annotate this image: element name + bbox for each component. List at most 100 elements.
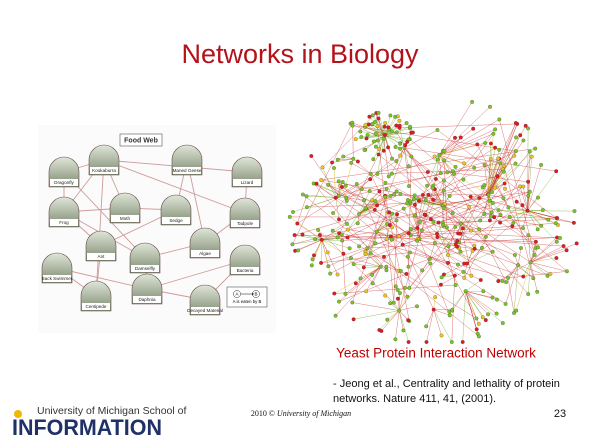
network-node: [533, 239, 538, 244]
network-node: [404, 121, 409, 126]
network-node: [526, 292, 531, 297]
network-node: [395, 296, 400, 301]
network-node: [536, 245, 540, 250]
food-web-title: Food Web: [124, 137, 158, 144]
network-node: [495, 174, 500, 179]
network-node: [430, 185, 435, 190]
network-node: [474, 316, 479, 321]
legend-b: B: [254, 291, 257, 296]
node-label-box: [233, 179, 261, 186]
network-node: [345, 235, 350, 240]
network-node: [339, 232, 344, 237]
network-node: [455, 238, 460, 243]
network-node: [426, 192, 431, 197]
food-web-node: Lizard: [231, 156, 263, 188]
network-node: [489, 210, 494, 215]
network-node: [376, 110, 381, 115]
network-node: [441, 206, 446, 211]
network-node: [511, 220, 516, 225]
network-node: [478, 218, 483, 223]
network-node: [458, 221, 463, 226]
network-node: [490, 249, 495, 254]
network-node: [514, 308, 519, 313]
network-node: [462, 275, 467, 280]
node-label: Centipede: [86, 304, 107, 309]
network-node: [314, 181, 319, 186]
network-node: [357, 244, 362, 249]
network-node: [393, 145, 398, 149]
network-node: [436, 220, 441, 225]
network-node: [501, 196, 506, 201]
network-node: [387, 223, 392, 228]
network-node: [370, 272, 375, 277]
network-node: [452, 273, 457, 278]
network-node: [574, 241, 579, 246]
network-node: [333, 195, 338, 200]
food-web-nodes: Dragonfly Kookaburra Maned Geese Lizard Moth…: [42, 144, 263, 316]
network-node: [482, 162, 487, 167]
network-node: [373, 131, 378, 136]
page-number: 23: [554, 408, 566, 420]
node-label: Back Swimmer: [42, 276, 73, 281]
network-node: [487, 198, 492, 203]
network-node: [316, 227, 321, 232]
legend-circle: [233, 290, 241, 298]
network-node: [450, 211, 455, 216]
network-node: [408, 124, 412, 129]
network-node: [488, 104, 492, 109]
node-label: Ant: [98, 254, 106, 259]
network-node: [393, 114, 398, 119]
network-node: [561, 244, 566, 249]
network-node: [291, 210, 295, 214]
network-node: [350, 300, 355, 305]
network-node: [539, 162, 544, 167]
network-node: [533, 146, 538, 151]
network-node: [481, 289, 486, 294]
network-node: [319, 178, 324, 182]
network-node: [482, 183, 487, 188]
legend-arrowhead: [252, 292, 254, 296]
network-node: [461, 269, 466, 274]
food-web-edge: [95, 159, 105, 297]
network-node: [419, 228, 424, 233]
network-node: [398, 268, 403, 273]
network-node: [394, 218, 399, 223]
network-node: [328, 271, 333, 276]
network-node: [287, 214, 292, 219]
network-node: [367, 189, 372, 193]
network-node: [292, 233, 297, 238]
network-node: [452, 171, 457, 176]
network-node: [571, 220, 576, 225]
food-web: Food Web Dragonfly Kookaburra Maned Geese L…: [38, 125, 276, 333]
network-node: [376, 152, 381, 157]
node-label-box: [131, 265, 159, 272]
network-node: [554, 256, 559, 260]
node-label-box: [173, 167, 201, 174]
network-node: [364, 136, 369, 141]
network-node: [406, 318, 411, 323]
node-label-box: [191, 307, 219, 314]
network-node: [351, 156, 356, 161]
network-node: [471, 126, 476, 131]
network-node: [516, 263, 521, 268]
network-node: [554, 239, 559, 244]
network-node: [433, 177, 438, 181]
network-node: [502, 163, 506, 168]
network-node: [554, 169, 559, 174]
food-web-node: Kookaburra: [88, 144, 120, 176]
network-node: [378, 264, 383, 269]
food-web-node: Decayed Material: [187, 284, 223, 316]
node-label: Sedge: [169, 218, 183, 223]
network-node: [394, 130, 399, 135]
network-node: [431, 197, 436, 202]
node-label: Damselfly: [135, 266, 156, 271]
network-node: [493, 145, 498, 150]
network-node: [405, 254, 410, 259]
network-node: [521, 184, 526, 189]
network-node: [453, 242, 458, 247]
network-node: [362, 198, 367, 203]
network-node: [488, 141, 493, 146]
network-node: [389, 237, 394, 242]
network-node: [300, 232, 305, 237]
node-label-box: [111, 215, 139, 222]
